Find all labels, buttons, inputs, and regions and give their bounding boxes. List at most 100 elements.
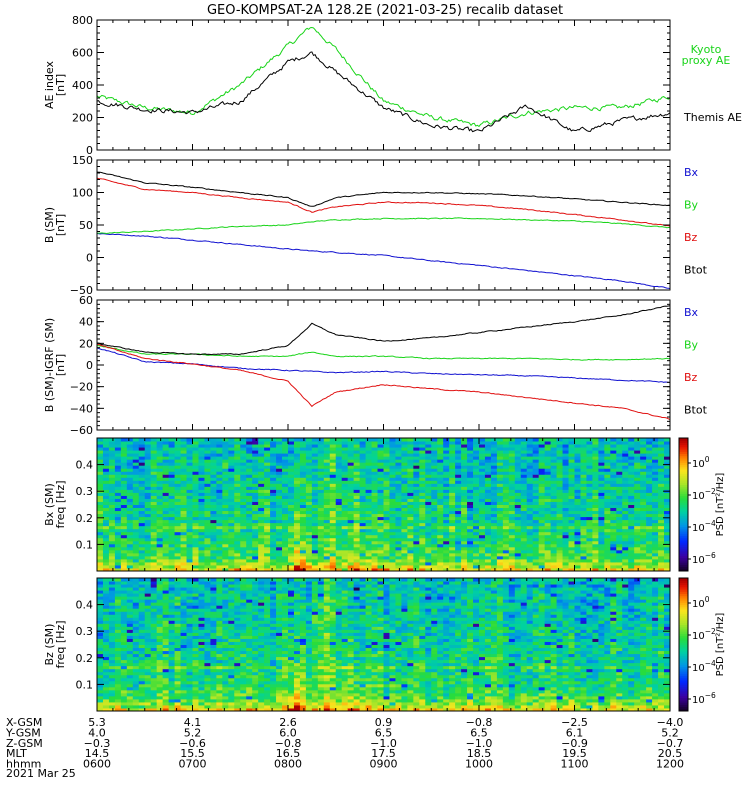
spectrogram-cell: [335, 453, 343, 457]
spectrogram-cell: [276, 561, 283, 566]
spectrogram-cell: [598, 441, 605, 445]
spectrogram-cell: [449, 489, 456, 493]
spectrogram-cell: [526, 519, 534, 524]
spectrogram-cell: [365, 471, 373, 475]
spectrogram-cell: [102, 665, 110, 670]
spectrogram-cell: [329, 444, 337, 448]
spectrogram-cell: [664, 501, 671, 505]
spectrogram-cell: [258, 495, 265, 499]
spectrogram-cell: [443, 510, 450, 515]
spectrogram-cell: [634, 492, 641, 496]
spectrogram-cell: [664, 516, 671, 521]
spectrogram-cell: [97, 608, 104, 612]
spectrogram-cell: [132, 516, 140, 521]
spectrogram-cell: [228, 564, 235, 569]
spectrogram-cell: [102, 474, 110, 478]
spectrogram-cell: [634, 513, 641, 518]
spectrogram-cell: [120, 444, 128, 448]
spectrogram-cell: [377, 510, 384, 515]
spectrogram-cell: [192, 540, 199, 545]
spectrogram-cell: [228, 438, 235, 442]
spectrogram-cell: [664, 498, 671, 502]
spectrogram-cell: [622, 555, 629, 560]
y-tick-label: −50: [70, 284, 93, 297]
spectrogram-cell: [258, 561, 265, 566]
spectrogram-cell: [323, 564, 331, 569]
spectrogram-cell: [616, 489, 623, 493]
spectrogram-cell: [538, 456, 546, 460]
spectrogram-cell: [246, 480, 253, 484]
spectrogram-cell: [461, 471, 468, 475]
spectrogram-cell: [598, 495, 605, 499]
spectrogram-cell: [222, 489, 229, 493]
spectrogram-cell: [449, 438, 456, 442]
spectrogram-cell: [377, 495, 384, 499]
spectrogram-cell: [180, 474, 188, 478]
spectrogram-cell: [658, 441, 665, 445]
spectrogram-cell: [198, 501, 205, 505]
spectrogram-cell: [574, 483, 581, 487]
spectrogram-cell: [568, 567, 575, 572]
colorbar-swatch: [679, 504, 688, 508]
spectrogram-cell: [347, 528, 355, 533]
spectrogram-cell: [520, 534, 528, 539]
spectrogram-cell: [317, 468, 325, 472]
spectrogram-cell: [97, 644, 104, 649]
spectrogram-cell: [610, 465, 617, 469]
spectrogram-cell: [562, 510, 570, 515]
spectrogram-cell: [198, 465, 205, 469]
spectrogram-cell: [353, 474, 361, 478]
spectrogram-cell: [347, 525, 355, 530]
spectrogram-cell: [210, 498, 217, 502]
spectrogram-cell: [467, 543, 474, 548]
spectrogram-cell: [383, 528, 390, 533]
spectrogram-cell: [484, 477, 492, 481]
spectrogram-cell: [562, 501, 570, 505]
spectrogram-cell: [413, 537, 420, 542]
spectrogram-cell: [359, 447, 367, 451]
spectrogram-cell: [371, 489, 379, 493]
spectrogram-cell: [222, 459, 229, 463]
spectrogram-cell: [102, 620, 110, 624]
spectrogram-cell: [120, 543, 128, 548]
spectrogram-cell: [431, 504, 438, 509]
spectrogram-cell: [658, 561, 665, 566]
spectrogram-cell: [562, 483, 570, 487]
spectrogram-cell: [329, 459, 337, 463]
spectrogram-cell: [484, 492, 492, 496]
spectrogram-cell: [479, 552, 486, 557]
spectrogram-cell: [437, 486, 444, 490]
spectrogram-cell: [556, 441, 564, 445]
spectrogram-cell: [520, 546, 528, 551]
spectrogram-cell: [568, 504, 575, 509]
spectrogram-cell: [455, 555, 462, 560]
spectrogram-cell: [97, 677, 104, 682]
spectrogram-cell: [156, 504, 164, 509]
spectrogram-cell: [186, 447, 193, 451]
spectrogram-cell: [437, 537, 444, 542]
spectrogram-cell: [616, 516, 623, 521]
spectrogram-cell: [526, 504, 534, 509]
spectrogram-cell: [323, 504, 331, 509]
spectrogram-cell: [419, 480, 426, 484]
spectrogram-cell: [526, 480, 534, 484]
spectrogram-cell: [502, 471, 510, 475]
spectrogram-cell: [341, 522, 349, 527]
spectrogram-cell: [550, 537, 558, 542]
spectrogram-cell: [407, 507, 414, 512]
spectrogram-cell: [359, 477, 367, 481]
spectrogram-cell: [604, 456, 611, 460]
spectrogram-cell: [97, 599, 104, 603]
spectrogram-cell: [377, 480, 384, 484]
spectrogram-cell: [556, 465, 564, 469]
spectrogram-cell: [658, 528, 665, 533]
spectrogram-cell: [210, 462, 217, 466]
spectrogram-cell: [317, 489, 325, 493]
spectrogram-cell: [377, 564, 384, 569]
spectrogram-cell: [484, 546, 492, 551]
spectrogram-cell: [288, 558, 295, 563]
spectrogram-cell: [192, 444, 199, 448]
spectrogram-cell: [574, 516, 581, 521]
spectrogram-cell: [210, 549, 217, 554]
spectrogram-cell: [580, 486, 587, 490]
